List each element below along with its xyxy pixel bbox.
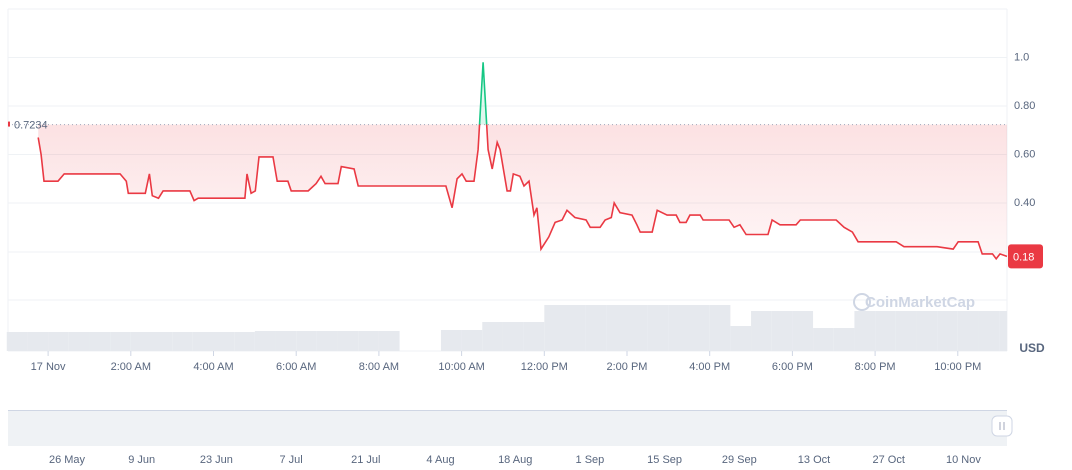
- x-tick-label: 8:00 AM: [359, 361, 399, 373]
- volume-bar: [585, 305, 607, 351]
- volume-bar: [875, 311, 896, 351]
- navigator-labels: 26 May 9 Jun 23 Jun 7 Jul 21 Jul 4 Aug 18 Aug 1…: [49, 454, 981, 466]
- reference-marker: [8, 121, 10, 127]
- volume-bar: [440, 330, 462, 351]
- volume-bar: [833, 328, 855, 351]
- volume-bar: [937, 311, 958, 351]
- navigator-label: 7 Jul: [279, 454, 302, 466]
- navigator-label: 18 Aug: [498, 454, 532, 466]
- volume-bar: [523, 322, 545, 351]
- volume-bar: [172, 332, 193, 351]
- volume-bar: [89, 332, 111, 351]
- volume-bar: [730, 326, 752, 351]
- volume-bar: [668, 305, 690, 351]
- volume-bar: [626, 305, 648, 351]
- volume-bar: [213, 332, 235, 351]
- watermark-logo: [853, 293, 871, 311]
- x-tick-label: 10:00 PM: [934, 361, 981, 373]
- navigator-label: 23 Jun: [200, 454, 233, 466]
- volume-bar: [275, 331, 297, 351]
- navigator-label: 27 Oct: [872, 454, 904, 466]
- price-area: [38, 62, 1007, 259]
- y-tick-label: 0.60: [1014, 148, 1035, 160]
- navigator-handle[interactable]: [991, 415, 1013, 437]
- x-tick-label: 4:00 PM: [689, 361, 730, 373]
- volume-bar: [27, 332, 49, 351]
- navigator-line: [8, 410, 1007, 411]
- navigator-label: 26 May: [49, 454, 86, 466]
- y-tick-label: 0.80: [1014, 100, 1035, 112]
- x-tick-label: 17 Nov: [31, 361, 66, 373]
- volume-bar: [751, 311, 772, 351]
- navigator-label: 9 Jun: [128, 454, 155, 466]
- navigator-area: [8, 410, 1007, 446]
- x-tick-label: 4:00 AM: [193, 361, 233, 373]
- volume-bar: [378, 331, 400, 351]
- volume-bar: [544, 305, 565, 351]
- volume-bar: [564, 305, 586, 351]
- volume-bar: [234, 332, 255, 351]
- volume-bar: [854, 311, 876, 351]
- volume-bar: [771, 311, 793, 351]
- y-tick-label: 1.0: [1014, 51, 1029, 63]
- volume-bar: [792, 311, 814, 351]
- volume-bar: [296, 331, 317, 351]
- navigator-label: 21 Jul: [351, 454, 380, 466]
- volume-bar: [957, 311, 979, 351]
- volume-bar: [130, 332, 152, 351]
- volume-bar: [358, 331, 379, 351]
- volume-bar: [48, 332, 69, 351]
- price-tag-label: 0.18: [1013, 251, 1034, 263]
- volume-bar: [606, 305, 627, 351]
- volume-bar: [482, 322, 503, 351]
- navigator-label: 4 Aug: [426, 454, 454, 466]
- volume-bar: [110, 332, 131, 351]
- volume-bar: [337, 331, 359, 351]
- volume-bar: [151, 332, 173, 351]
- navigator-label: 1 Sep: [576, 454, 605, 466]
- x-tick-label: 10:00 AM: [438, 361, 484, 373]
- volume-bar: [68, 332, 90, 351]
- volume-layer: [6, 305, 1007, 351]
- volume-bar: [689, 305, 710, 351]
- watermark: CoinMarketCap: [865, 294, 975, 311]
- volume-bar: [647, 305, 669, 351]
- x-tick-label: 6:00 PM: [772, 361, 813, 373]
- x-tick-label: 12:00 PM: [521, 361, 568, 373]
- volume-bar: [192, 332, 214, 351]
- navigator-label: 15 Sep: [647, 454, 682, 466]
- navigator-label: 10 Nov: [946, 454, 981, 466]
- x-tick-label: 6:00 AM: [276, 361, 316, 373]
- volume-bar: [916, 311, 938, 351]
- navigator-label: 29 Sep: [722, 454, 757, 466]
- x-tick-label: 2:00 PM: [607, 361, 648, 373]
- volume-bar: [813, 328, 834, 351]
- volume-bar: [978, 311, 1000, 351]
- y-tick-label: 0.40: [1014, 197, 1035, 209]
- volume-bar: [254, 331, 276, 351]
- volume-bar: [709, 305, 731, 351]
- x-tick-label: 8:00 PM: [855, 361, 896, 373]
- volume-bar: [316, 331, 338, 351]
- y-unit: USD: [1019, 341, 1045, 355]
- navigator-label: 13 Oct: [798, 454, 830, 466]
- price-tag: [1008, 244, 1043, 269]
- volume-bar: [895, 311, 917, 351]
- volume-bar: [502, 322, 524, 351]
- volume-bar: [999, 311, 1007, 351]
- price-line: [37, 62, 1008, 261]
- plot-layer: [8, 57, 1008, 261]
- reference-label: 0.7234: [14, 119, 48, 131]
- volume-bar: [6, 332, 28, 351]
- x-tick-label: 2:00 AM: [111, 361, 151, 373]
- volume-bar: [461, 330, 483, 351]
